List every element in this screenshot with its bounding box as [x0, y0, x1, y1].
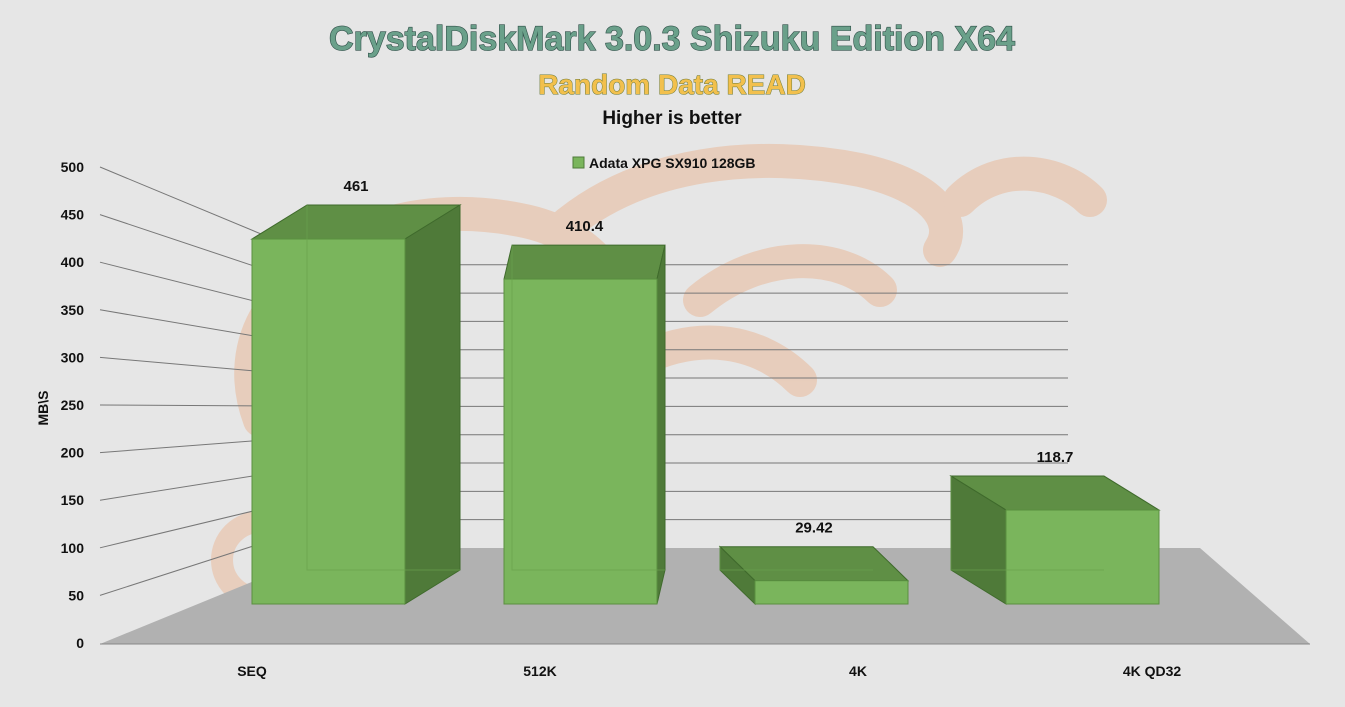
legend-label: Adata XPG SX910 128GB: [589, 155, 756, 171]
y-tick-label: 50: [68, 587, 84, 603]
bars-group: [250, 204, 1161, 606]
x-category-label: SEQ: [237, 663, 267, 679]
bar-seq: [250, 204, 462, 605]
bar-front-face: [1005, 509, 1160, 605]
y-axis-title: MB\S: [35, 391, 51, 426]
bar-back-edge: [950, 476, 1104, 571]
x-category-label: 4K: [849, 663, 867, 679]
bar-value-label: 118.7: [1037, 449, 1074, 466]
bar-value-label: 461: [343, 178, 368, 195]
legend: Adata XPG SX910 128GB: [572, 155, 756, 171]
bar-side-face: [656, 244, 666, 605]
bar-value-label: 29.42: [795, 520, 833, 537]
y-tick-label: 0: [76, 635, 84, 651]
y-tick-label: 250: [61, 397, 85, 413]
bar-back-edge: [719, 546, 873, 571]
x-axis-categories: SEQ 512K 4K 4K QD32: [237, 663, 1181, 679]
chart-subtitle: Random Data READ: [538, 69, 806, 100]
bar-back-edge: [306, 205, 460, 571]
bar-back-edge: [511, 245, 665, 571]
bar-front-face: [754, 580, 909, 605]
bar-4k-qd32: [949, 475, 1161, 605]
y-tick-label: 350: [61, 302, 85, 318]
bar-top-face: [503, 244, 666, 280]
y-tick-label: 400: [61, 254, 85, 270]
x-category-label: 512K: [523, 663, 556, 679]
bar-side-face: [404, 204, 461, 605]
chart-title: CrystalDiskMark 3.0.3 Shizuku Edition X6…: [329, 20, 1015, 58]
y-tick-label: 300: [61, 349, 85, 365]
bar-front-face: [503, 278, 658, 605]
legend-swatch: [572, 156, 585, 169]
y-tick-label: 200: [61, 445, 85, 461]
y-tick-label: 150: [61, 492, 85, 508]
bar-front-face: [251, 238, 406, 605]
chart-note: Higher is better: [602, 108, 742, 129]
y-tick-label: 450: [61, 207, 85, 223]
y-tick-label: 100: [61, 540, 85, 556]
x-category-label: 4K QD32: [1123, 663, 1182, 679]
bar-value-label: 410.4: [566, 218, 604, 235]
y-tick-label: 500: [61, 159, 85, 175]
y-axis-ticks: 0 50 100 150 200 250 300 350 400 450 500: [61, 159, 85, 651]
bar-4k: [718, 545, 910, 606]
bar-512k: [503, 244, 666, 605]
value-labels: 461 410.4 29.42 118.7: [343, 178, 1073, 537]
